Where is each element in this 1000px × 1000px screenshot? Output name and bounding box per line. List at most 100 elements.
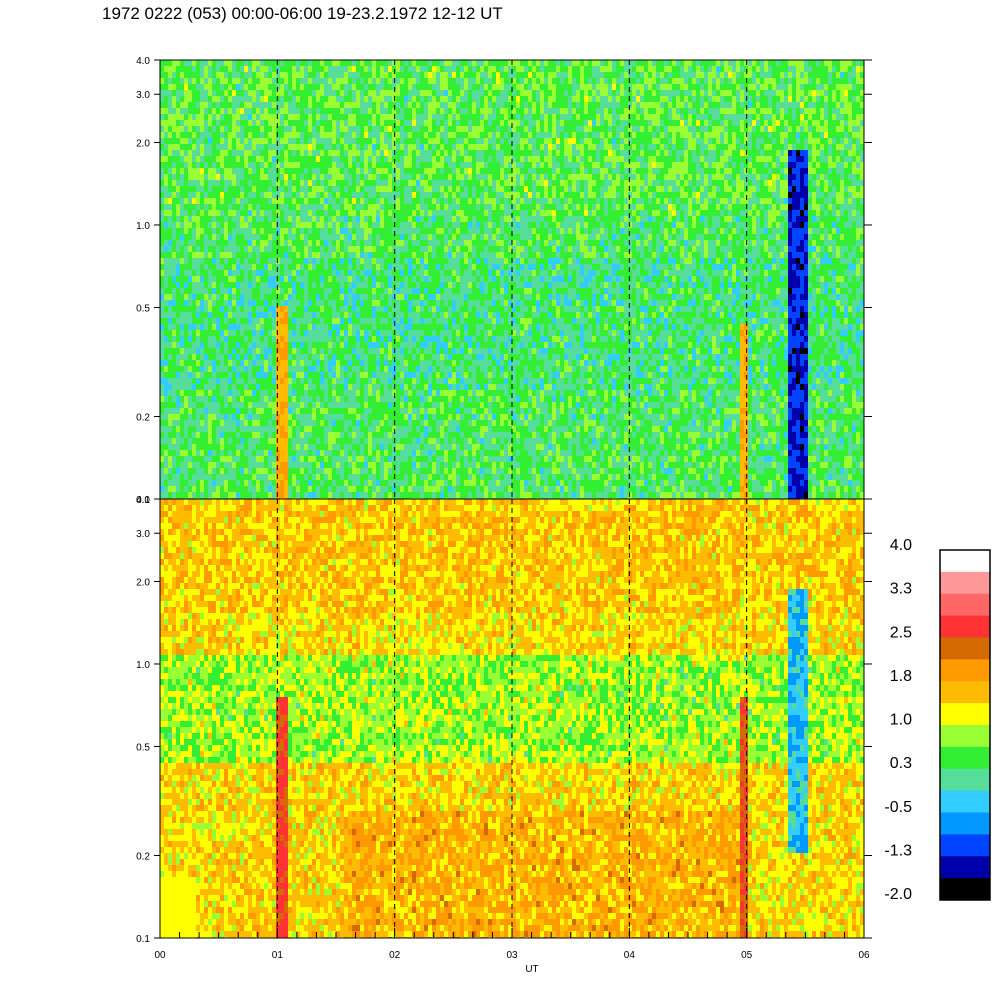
heatmap-cell [292,420,297,427]
heatmap-cell [328,360,333,367]
heatmap-cell [188,186,193,193]
heatmap-cell [188,270,193,277]
heatmap-cell [384,486,389,493]
heatmap-cell [384,426,389,433]
heatmap-cell [252,366,257,373]
heatmap-cell [420,414,425,421]
heatmap-cell [332,114,337,121]
heatmap-cell [248,120,253,127]
heatmap-cell [312,60,317,67]
heatmap-cell [200,282,205,289]
heatmap-cell [308,186,313,193]
heatmap-cell [192,288,197,295]
heatmap-cell [332,402,337,409]
heatmap-cell [388,366,393,373]
heatmap-cell [260,216,265,223]
heatmap-cell [264,60,269,67]
heatmap-cell [292,90,297,97]
heatmap-cell [196,420,201,427]
heatmap-cell [384,300,389,307]
heatmap-cell [372,180,377,187]
heatmap-cell [336,354,341,361]
heatmap-cell [276,252,281,259]
heatmap-cell [292,222,297,229]
heatmap-cell [412,192,417,199]
heatmap-cell [380,468,385,475]
heatmap-cell [324,324,329,331]
heatmap-cell [344,318,349,325]
heatmap-cell [364,108,369,115]
heatmap-cell [292,78,297,85]
heatmap-cell [292,390,297,397]
heatmap-cell [160,258,165,265]
heatmap-cell [412,240,417,247]
heatmap-cell [312,186,317,193]
heatmap-cell [380,108,385,115]
heatmap-cell [424,174,429,181]
heatmap-cell [404,390,409,397]
heatmap-cell [424,324,429,331]
heatmap-cell [204,96,209,103]
heatmap-cell [412,402,417,409]
heatmap-cell [404,306,409,313]
heatmap-cell [300,366,305,373]
heatmap-cell [200,276,205,283]
heatmap-cell [208,348,213,355]
heatmap-cell [408,306,413,313]
heatmap-cell [316,108,321,115]
heatmap-cell [400,384,405,391]
heatmap-cell [408,138,413,145]
heatmap-cell [356,90,361,97]
heatmap-cell [388,210,393,217]
heatmap-cell [336,390,341,397]
heatmap-cell [352,258,357,265]
heatmap-cell [400,438,405,445]
heatmap-cell [392,72,397,79]
heatmap-cell [204,108,209,115]
heatmap-cell [164,192,169,199]
heatmap-cell [220,264,225,271]
heatmap-cell [428,120,433,127]
heatmap-cell [304,108,309,115]
heatmap-cell [164,426,169,433]
heatmap-cell [364,282,369,289]
heatmap-cell [320,168,325,175]
heatmap-cell [240,420,245,427]
heatmap-cell [352,138,357,145]
heatmap-cell [324,90,329,97]
heatmap-cell [368,192,373,199]
heatmap-cell [284,438,289,445]
heatmap-cell [372,414,377,421]
heatmap-cell [224,108,229,115]
heatmap-cell [212,492,217,499]
heatmap-cell [388,144,393,151]
heatmap-cell [188,432,193,439]
heatmap-cell [168,120,173,127]
heatmap-cell [248,342,253,349]
heatmap-cell [192,96,197,103]
heatmap-cell [260,162,265,169]
heatmap-cell [308,222,313,229]
heatmap-cell [220,444,225,451]
heatmap-cell [192,162,197,169]
heatmap-cell [344,234,349,241]
heatmap-cell [192,354,197,361]
heatmap-cell [384,132,389,139]
heatmap-cell [300,276,305,283]
heatmap-cell [268,282,273,289]
heatmap-cell [280,474,285,481]
heatmap-cell [312,156,317,163]
heatmap-cell [256,480,261,487]
heatmap-cell [332,204,337,211]
heatmap-cell [204,72,209,79]
heatmap-cell [340,78,345,85]
heatmap-cell [208,102,213,109]
heatmap-cell [332,144,337,151]
heatmap-cell [388,288,393,295]
heatmap-cell [176,300,181,307]
heatmap-cell [224,84,229,91]
heatmap-cell [324,204,329,211]
heatmap-cell [172,162,177,169]
heatmap-cell [372,402,377,409]
heatmap-cell [172,270,177,277]
